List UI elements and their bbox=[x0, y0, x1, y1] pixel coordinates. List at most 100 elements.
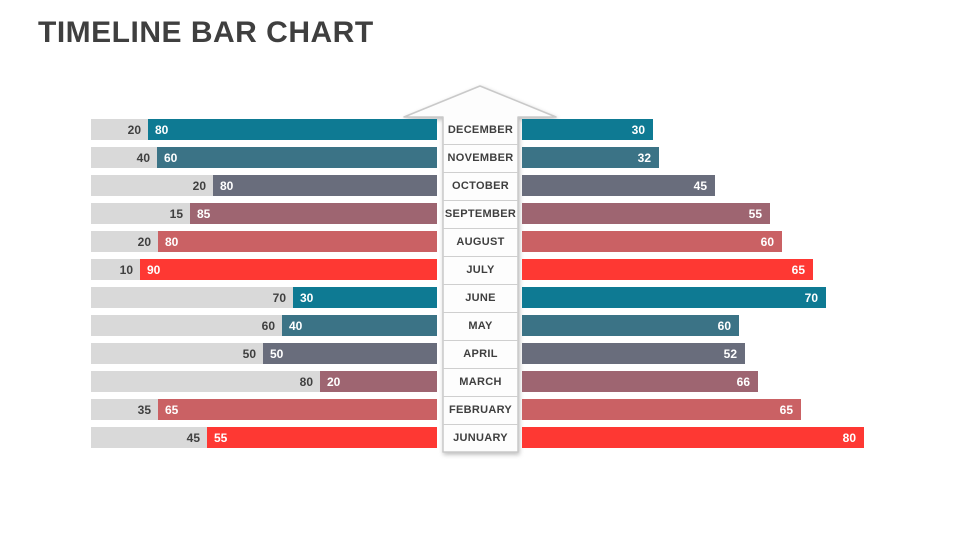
right-value: 80 bbox=[842, 430, 856, 445]
month-label-cell: FEBRUARY bbox=[443, 395, 518, 424]
left-colored-value: 20 bbox=[327, 374, 341, 389]
left-bar-colored-segment: 20 bbox=[320, 371, 437, 392]
right-value: 60 bbox=[717, 318, 731, 333]
month-label-cell: MARCH bbox=[443, 367, 518, 396]
left-bar-gray-segment: 40 bbox=[91, 147, 157, 168]
month-label-cell: MAY bbox=[443, 311, 518, 340]
left-bar-colored-segment: 55 bbox=[207, 427, 437, 448]
left-bar-colored-segment: 65 bbox=[158, 399, 437, 420]
month-label: OCTOBER bbox=[452, 180, 509, 192]
right-bar: 70 bbox=[522, 287, 826, 308]
month-label-cell: OCTOBER bbox=[443, 171, 518, 200]
month-label: AUGUST bbox=[456, 236, 505, 248]
left-bar-colored-segment: 85 bbox=[190, 203, 437, 224]
left-bar-gray-segment: 15 bbox=[91, 203, 190, 224]
right-bar: 30 bbox=[522, 119, 653, 140]
left-bar-colored-segment: 80 bbox=[213, 175, 437, 196]
left-gray-value: 80 bbox=[299, 374, 313, 389]
month-label-cell: JUNE bbox=[443, 283, 518, 312]
right-value: 30 bbox=[631, 122, 645, 137]
left-colored-value: 80 bbox=[165, 234, 179, 249]
month-label-cell: NOVEMBER bbox=[443, 143, 518, 172]
left-bar-colored-segment: 40 bbox=[282, 315, 437, 336]
left-bar-colored-segment: 80 bbox=[158, 231, 437, 252]
month-label: APRIL bbox=[463, 348, 498, 360]
right-value: 66 bbox=[736, 374, 750, 389]
right-value: 60 bbox=[760, 234, 774, 249]
left-gray-value: 70 bbox=[272, 290, 286, 305]
right-value: 32 bbox=[637, 150, 651, 165]
left-bar-gray-segment: 10 bbox=[91, 259, 140, 280]
right-value: 52 bbox=[723, 346, 737, 361]
left-gray-value: 35 bbox=[137, 402, 151, 417]
left-bar-gray-segment: 80 bbox=[91, 371, 320, 392]
right-bar: 45 bbox=[522, 175, 715, 196]
left-bar-colored-segment: 80 bbox=[148, 119, 437, 140]
month-label: JULY bbox=[466, 264, 495, 276]
right-value: 65 bbox=[779, 402, 793, 417]
month-label-cell: APRIL bbox=[443, 339, 518, 368]
left-gray-value: 40 bbox=[136, 150, 150, 165]
right-bar: 80 bbox=[522, 427, 864, 448]
month-label: DECEMBER bbox=[447, 123, 514, 136]
left-colored-value: 80 bbox=[155, 122, 169, 137]
left-colored-value: 85 bbox=[197, 206, 211, 221]
left-bar-colored-segment: 50 bbox=[263, 343, 437, 364]
right-bar: 60 bbox=[522, 315, 739, 336]
month-label-cell: AUGUST bbox=[443, 227, 518, 256]
left-bar-gray-segment: 50 bbox=[91, 343, 263, 364]
right-bar: 55 bbox=[522, 203, 770, 224]
month-label-cell: SEPTEMBER bbox=[443, 199, 518, 228]
month-label: MAY bbox=[468, 320, 493, 332]
timeline-arrow-column bbox=[403, 85, 557, 453]
left-colored-value: 80 bbox=[220, 178, 234, 193]
left-bar-gray-segment: 20 bbox=[91, 119, 148, 140]
up-arrow-shape bbox=[403, 85, 557, 453]
left-colored-value: 50 bbox=[270, 346, 284, 361]
left-colored-value: 90 bbox=[147, 262, 161, 277]
month-label-cell: DECEMBER bbox=[443, 116, 518, 144]
right-bar: 60 bbox=[522, 231, 782, 252]
right-bar: 66 bbox=[522, 371, 758, 392]
month-label: JUNE bbox=[465, 292, 496, 304]
left-bar-colored-segment: 30 bbox=[293, 287, 437, 308]
left-gray-value: 20 bbox=[137, 234, 151, 249]
page-title: TIMELINE BAR CHART bbox=[38, 16, 374, 49]
left-gray-value: 15 bbox=[169, 206, 183, 221]
left-bar-gray-segment: 20 bbox=[91, 175, 213, 196]
month-label: JUNUARY bbox=[453, 432, 508, 444]
left-bar-gray-segment: 60 bbox=[91, 315, 282, 336]
left-bar-gray-segment: 35 bbox=[91, 399, 158, 420]
right-value: 55 bbox=[748, 206, 762, 221]
left-gray-value: 20 bbox=[192, 178, 206, 193]
left-gray-value: 50 bbox=[242, 346, 256, 361]
left-colored-value: 40 bbox=[289, 318, 303, 333]
month-label: SEPTEMBER bbox=[444, 208, 517, 220]
left-gray-value: 45 bbox=[186, 430, 200, 445]
right-value: 45 bbox=[693, 178, 707, 193]
left-gray-value: 60 bbox=[261, 318, 275, 333]
month-label: MARCH bbox=[459, 376, 502, 388]
right-value: 70 bbox=[804, 290, 818, 305]
right-bar: 65 bbox=[522, 259, 813, 280]
right-bar: 65 bbox=[522, 399, 801, 420]
right-bar: 52 bbox=[522, 343, 745, 364]
left-gray-value: 10 bbox=[119, 262, 133, 277]
month-label: FEBRUARY bbox=[448, 404, 513, 416]
left-bar-gray-segment: 20 bbox=[91, 231, 158, 252]
left-bar-gray-segment: 70 bbox=[91, 287, 293, 308]
left-bar-colored-segment: 90 bbox=[140, 259, 437, 280]
left-colored-value: 55 bbox=[214, 430, 228, 445]
month-label-cell: JULY bbox=[443, 255, 518, 284]
month-label: NOVEMBER bbox=[447, 152, 514, 164]
right-value: 65 bbox=[791, 262, 805, 277]
left-bar-gray-segment: 45 bbox=[91, 427, 207, 448]
month-label-cell: JUNUARY bbox=[443, 423, 518, 452]
left-gray-value: 20 bbox=[127, 122, 141, 137]
left-colored-value: 30 bbox=[300, 290, 314, 305]
left-colored-value: 65 bbox=[165, 402, 179, 417]
left-bar-colored-segment: 60 bbox=[157, 147, 437, 168]
right-bar: 32 bbox=[522, 147, 659, 168]
left-colored-value: 60 bbox=[164, 150, 178, 165]
